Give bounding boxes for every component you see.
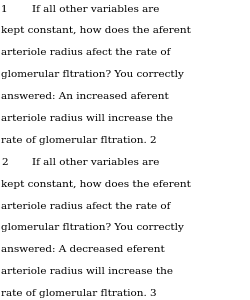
Text: arteriole radius will increase the: arteriole radius will increase the	[1, 267, 173, 276]
Text: glomerular fltration? You correctly: glomerular fltration? You correctly	[1, 224, 184, 232]
Text: rate of glomerular fltration. 3: rate of glomerular fltration. 3	[1, 289, 157, 298]
Text: 1: 1	[1, 4, 8, 14]
Text: arteriole radius will increase the: arteriole radius will increase the	[1, 114, 173, 123]
Text: kept constant, how does the aferent: kept constant, how does the aferent	[1, 26, 191, 35]
Text: arteriole radius afect the rate of: arteriole radius afect the rate of	[1, 202, 170, 211]
Text: If all other variables are: If all other variables are	[32, 4, 160, 14]
Text: kept constant, how does the eferent: kept constant, how does the eferent	[1, 180, 191, 189]
Text: answered: A decreased eferent: answered: A decreased eferent	[1, 245, 165, 254]
Text: arteriole radius afect the rate of: arteriole radius afect the rate of	[1, 48, 170, 57]
Text: 2: 2	[1, 158, 8, 167]
Text: If all other variables are: If all other variables are	[32, 158, 160, 167]
Text: answered: An increased aferent: answered: An increased aferent	[1, 92, 169, 101]
Text: glomerular fltration? You correctly: glomerular fltration? You correctly	[1, 70, 184, 79]
Text: rate of glomerular fltration. 2: rate of glomerular fltration. 2	[1, 136, 157, 145]
